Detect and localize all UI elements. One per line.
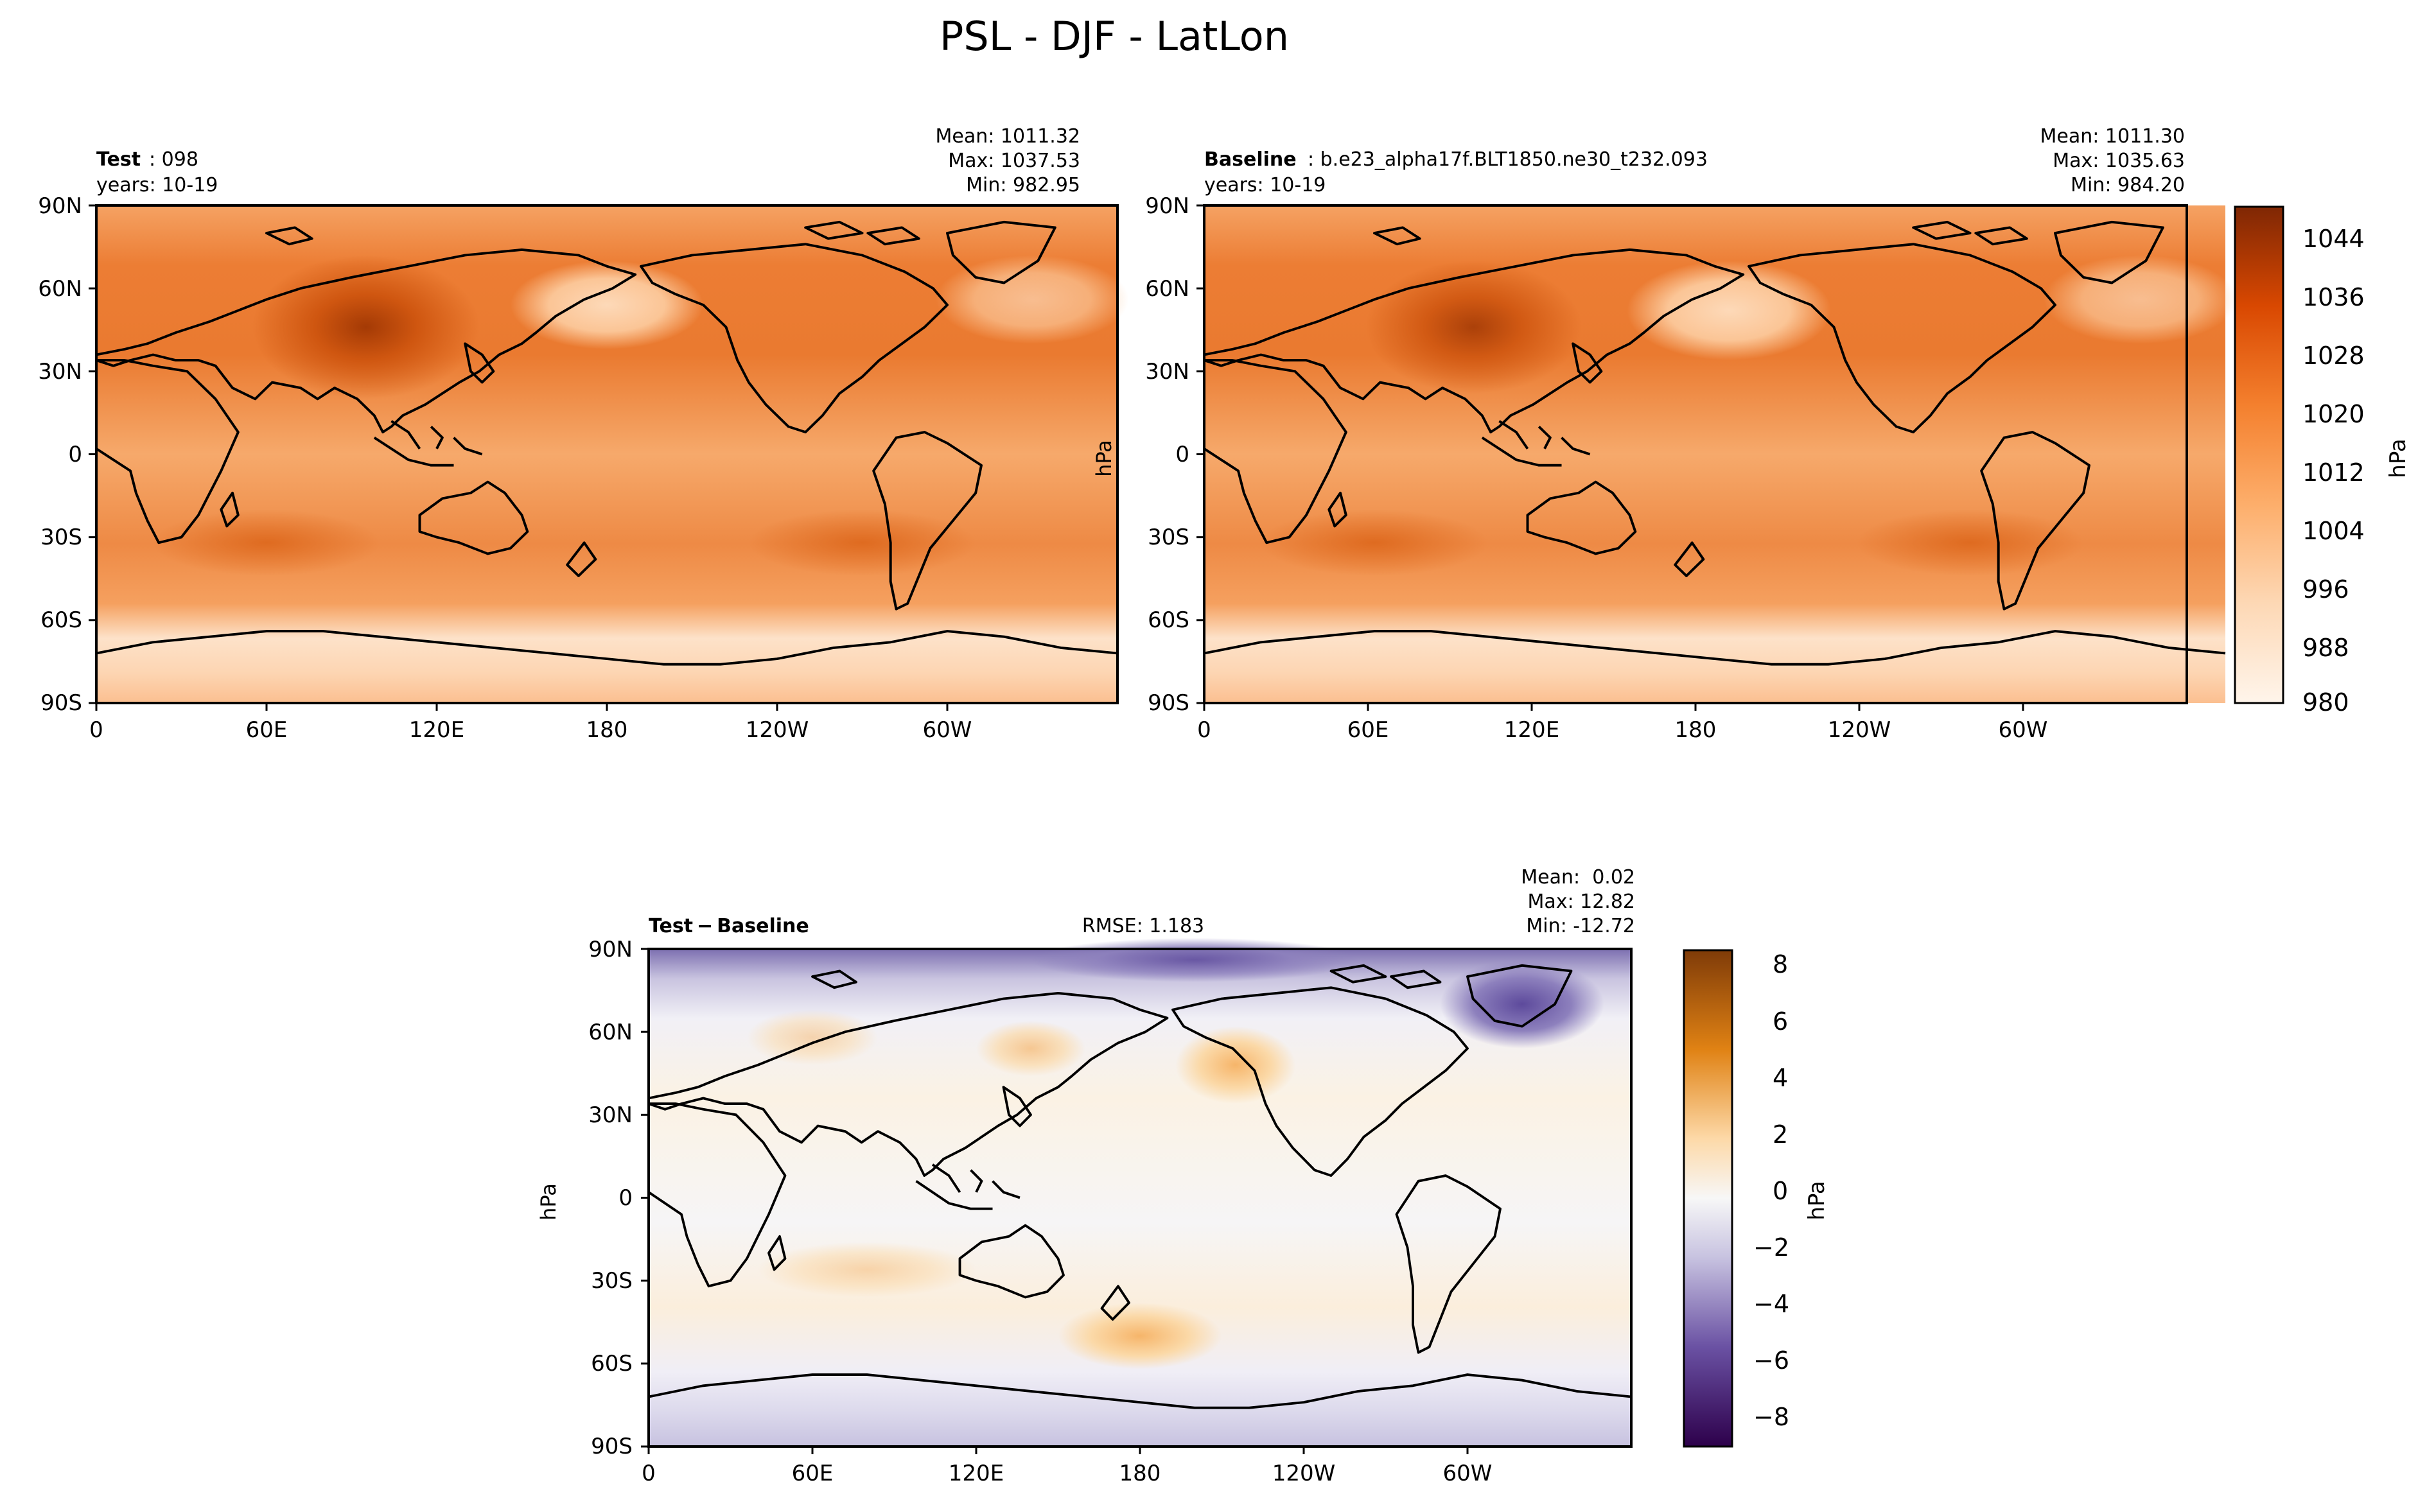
x-tick-label: 120W (746, 717, 809, 743)
y-tick-label: 30S (591, 1268, 633, 1294)
x-tick-label: 60W (923, 717, 972, 743)
y-tick-label: 30N (38, 359, 82, 385)
colorbar-tick-label: −6 (1753, 1346, 1789, 1375)
colorbar-tick-label: 1044 (2302, 225, 2365, 253)
colorbar-psl-ticks: 1044 1036 1028 1020 1012 1004 996 988 98… (2302, 225, 2365, 717)
y-tick-label: 60N (1145, 276, 1189, 302)
panel-baseline-xticks: 0 60E 120E 180 120W 60W (1197, 717, 2047, 743)
y-tick-label: 0 (618, 1185, 633, 1211)
y-tick-label: 60S (40, 607, 82, 633)
x-tick-label: 0 (1197, 717, 1211, 743)
y-tick-label: 90S (40, 690, 82, 716)
panel-baseline-years: years: 10-19 (1204, 174, 1326, 196)
colorbar-psl-fill (2234, 205, 2284, 704)
y-tick-label: 60S (591, 1351, 633, 1377)
figure-title: PSL - DJF - LatLon (940, 13, 1289, 60)
x-tick-label: 60W (1443, 1461, 1493, 1486)
panel-baseline: Baseline : b.e23_alpha17f.BLT1850.ne30_t… (1092, 125, 2411, 743)
colorbar-diff-label: hPa (1804, 1181, 1830, 1220)
colorbar-psl: 1044 1036 1028 1020 1012 1004 996 988 98… (2234, 205, 2411, 717)
colorbar-tick-label: 6 (1773, 1007, 1788, 1036)
y-tick-label: 60N (38, 276, 82, 302)
colorbar-tick-label: 996 (2302, 575, 2349, 604)
panel-diff-mean: Mean: 0.02 (1521, 866, 1635, 889)
y-tick-label: 90S (1148, 690, 1189, 716)
colorbar-tick-label: 8 (1773, 950, 1788, 978)
colorbar-diff-ticks: 8 6 4 2 0 −2 −4 −6 −8 (1753, 950, 1789, 1431)
panel-diff-rmse: RMSE: 1.183 (1082, 915, 1204, 937)
panel-diff-min: Min: -12.72 (1526, 915, 1635, 937)
colorbar-tick-label: −4 (1753, 1290, 1789, 1318)
x-tick-label: 120E (1504, 717, 1559, 743)
panel-diff-max: Max: 12.82 (1527, 891, 1635, 913)
panel-test-title-rest: : 098 (149, 148, 198, 171)
panel-diff-ylabel: hPa (536, 1183, 561, 1221)
panel-diff-title-bold: Test − Baseline (649, 915, 809, 937)
colorbar-tick-label: 1020 (2302, 400, 2365, 428)
colorbar-tick-label: 988 (2302, 634, 2349, 662)
x-tick-label: 0 (642, 1461, 656, 1486)
x-tick-label: 180 (1675, 717, 1717, 743)
panel-diff-yticks: 90N 60N 30N 0 30S 60S 90S (588, 937, 633, 1459)
panel-test-mean: Mean: 1011.32 (936, 125, 1080, 148)
x-tick-label: 60W (1999, 717, 2048, 743)
panel-test-max: Max: 1037.53 (948, 150, 1080, 172)
colorbar-tick-label: 1004 (2302, 517, 2365, 545)
colorbar-diff: 8 6 4 2 0 −2 −4 −6 −8 hPa (1683, 949, 1830, 1448)
colorbar-tick-label: 1012 (2302, 458, 2365, 487)
y-tick-label: 30N (588, 1102, 633, 1128)
panel-baseline-mean: Mean: 1011.30 (2040, 125, 2185, 148)
panel-test-min: Min: 982.95 (966, 174, 1080, 196)
x-tick-label: 120W (1828, 717, 1891, 743)
panel-baseline-title-rest: : b.e23_alpha17f.BLT1850.ne30_t232.093 (1308, 148, 1708, 171)
x-tick-label: 0 (89, 717, 103, 743)
panel-diff-xticks: 0 60E 120E 180 120W 60W (642, 1461, 1492, 1486)
colorbar-tick-label: 2 (1773, 1120, 1788, 1149)
y-tick-label: 0 (1175, 442, 1189, 467)
y-tick-label: 30N (1145, 359, 1189, 385)
colorbar-tick-label: 980 (2302, 688, 2349, 717)
panel-diff: Test − Baseline RMSE: 1.183 Mean: 0.02 M… (536, 866, 1830, 1486)
colorbar-tick-label: 4 (1773, 1064, 1788, 1092)
panel-test: Test : 098 years: 10-19 Mean: 1011.32 Ma… (38, 125, 1129, 743)
y-tick-label: 30S (1148, 525, 1189, 550)
y-tick-label: 90N (38, 193, 82, 219)
x-tick-label: 120W (1272, 1461, 1336, 1486)
panel-baseline-yticks: 90N 60N 30N 0 30S 60S 90S (1145, 193, 1189, 716)
panel-baseline-min: Min: 984.20 (2071, 174, 2185, 196)
panel-test-yticks: 90N 60N 30N 0 30S 60S 90S (38, 193, 82, 716)
x-tick-label: 180 (1119, 1461, 1161, 1486)
colorbar-tick-label: 1036 (2302, 283, 2365, 311)
panel-baseline-map (1204, 205, 2237, 704)
x-tick-label: 120E (949, 1461, 1004, 1486)
y-tick-label: 30S (40, 525, 82, 550)
x-tick-label: 120E (409, 717, 464, 743)
y-tick-label: 90N (588, 937, 633, 962)
panel-baseline-ylabel: hPa (1092, 440, 1116, 477)
y-tick-label: 90S (591, 1434, 633, 1459)
panel-diff-map (649, 937, 1631, 1447)
panel-test-title-bold: Test (96, 148, 141, 171)
panel-test-years: years: 10-19 (96, 174, 218, 196)
panel-baseline-max: Max: 1035.63 (2053, 150, 2185, 172)
y-tick-label: 0 (68, 442, 82, 467)
colorbar-tick-label: 0 (1773, 1177, 1788, 1205)
x-tick-label: 60E (792, 1461, 834, 1486)
panel-test-map (96, 205, 1129, 704)
y-tick-label: 60S (1148, 607, 1189, 633)
panel-baseline-title-bold: Baseline (1204, 148, 1297, 171)
y-tick-label: 60N (588, 1020, 633, 1045)
panel-test-xticks: 0 60E 120E 180 120W 60W (89, 717, 972, 743)
colorbar-psl-label: hPa (2385, 439, 2411, 478)
y-tick-label: 90N (1145, 193, 1189, 219)
x-tick-label: 60E (1347, 717, 1389, 743)
x-tick-label: 180 (586, 717, 628, 743)
colorbar-tick-label: 1028 (2302, 342, 2365, 370)
colorbar-tick-label: −2 (1753, 1233, 1789, 1262)
x-tick-label: 60E (246, 717, 288, 743)
colorbar-diff-fill (1683, 949, 1733, 1448)
colorbar-tick-label: −8 (1753, 1403, 1789, 1431)
